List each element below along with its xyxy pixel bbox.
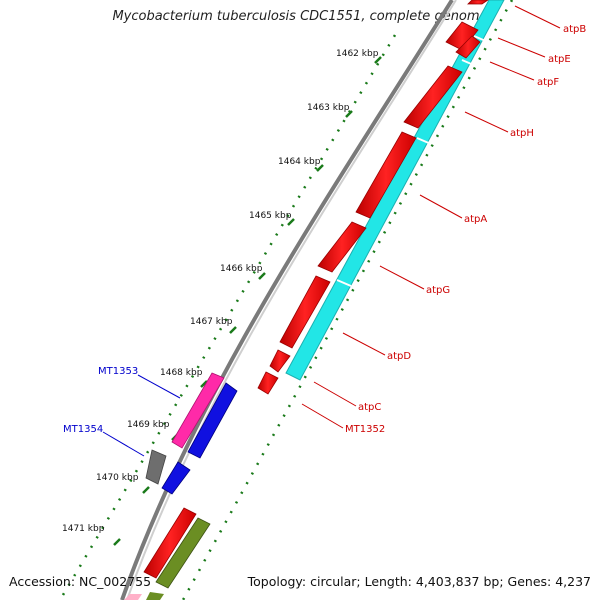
gene-pink: [124, 594, 142, 600]
tick-label: 1462 kbp: [336, 49, 379, 59]
cyan-separator: [473, 35, 489, 43]
gene-label-atpC: atpC: [358, 402, 381, 413]
tick-label: 1468 kbp: [160, 368, 203, 378]
right-leader-lines: [301, 5, 561, 429]
gene-atpC: [269, 349, 291, 373]
gene-label-MT1352: MT1352: [345, 424, 385, 435]
tick-label: 1470 kbp: [96, 473, 139, 483]
gene-MT1353: [171, 372, 225, 449]
cyan-separator: [336, 279, 352, 287]
gene-label-MT1353: MT1353: [98, 366, 138, 377]
gene-label-atpF: atpF: [537, 77, 559, 88]
map-title: Mycobacterium tuberculosis CDC1551, comp…: [112, 9, 488, 24]
gene-label-atpB: atpB: [563, 24, 586, 35]
tick-label: 1471 kbp: [62, 524, 105, 534]
inner-dotted-axis: [181, 0, 514, 600]
genome-backbone: [120, 0, 454, 600]
accession-text: Accession: NC_002755: [9, 574, 152, 589]
gene-label-atpH: atpH: [510, 128, 534, 139]
gene-atpF: [455, 35, 481, 59]
tick-label: 1463 kbp: [307, 103, 350, 113]
gene-MT1354: [145, 449, 167, 485]
gene-atpA: [355, 131, 417, 219]
gene-label-atpA: atpA: [464, 214, 487, 225]
cyan-separator: [461, 59, 477, 67]
tick-label: 1467 kbp: [190, 317, 233, 327]
gene-red-lower: [143, 507, 197, 579]
gene-atpD: [279, 275, 331, 349]
gene-olive: [155, 517, 211, 589]
genome-backbone-shadow: [126, 0, 457, 600]
gene-blue-2: [161, 461, 191, 495]
tick-label: 1466 kbp: [220, 264, 263, 274]
gene-label-atpD: atpD: [387, 351, 411, 362]
tick-label: 1465 kbp: [249, 211, 292, 221]
gene-label-atpE: atpE: [548, 54, 571, 65]
gene-atpH: [403, 65, 463, 129]
topology-text: Topology: circular; Length: 4,403,837 bp…: [247, 574, 591, 589]
tick-label: 1464 kbp: [278, 157, 321, 167]
gene-blue-1: [187, 382, 238, 459]
gene-MT1352: [257, 371, 279, 395]
gene-label-atpG: atpG: [426, 285, 450, 296]
gene-atpB: [467, 0, 489, 5]
gene-atpG: [317, 221, 367, 273]
tick-marks: [113, 56, 382, 546]
gene-label-MT1354: MT1354: [63, 424, 103, 435]
left-leader-lines: [102, 374, 181, 457]
cyan-separator: [416, 137, 432, 145]
gene-cyan-strand: [285, 0, 505, 381]
red-genes: [257, 0, 489, 395]
gene-olive-lower: [146, 592, 164, 600]
tick-label: 1469 kbp: [127, 420, 170, 430]
